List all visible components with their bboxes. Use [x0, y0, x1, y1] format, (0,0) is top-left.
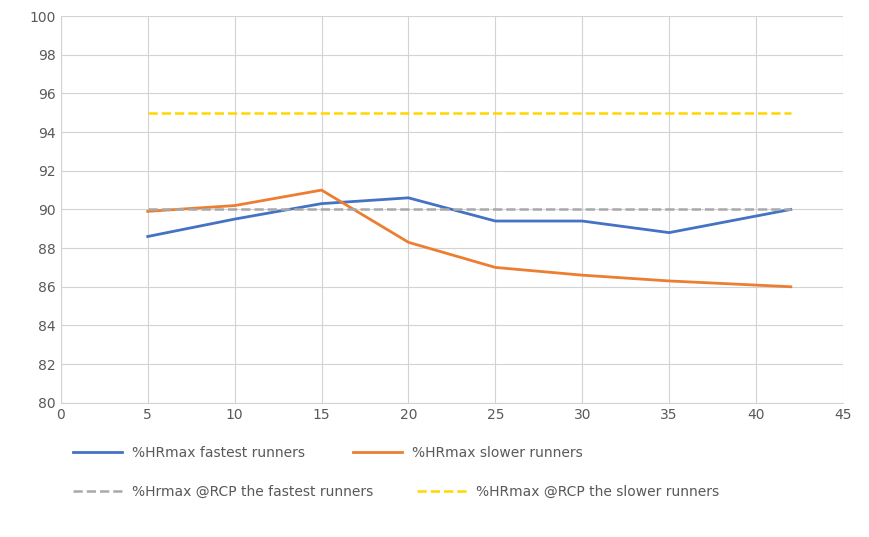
Legend: %Hrmax @RCP the fastest runners, %HRmax @RCP the slower runners: %Hrmax @RCP the fastest runners, %HRmax … [68, 479, 725, 504]
